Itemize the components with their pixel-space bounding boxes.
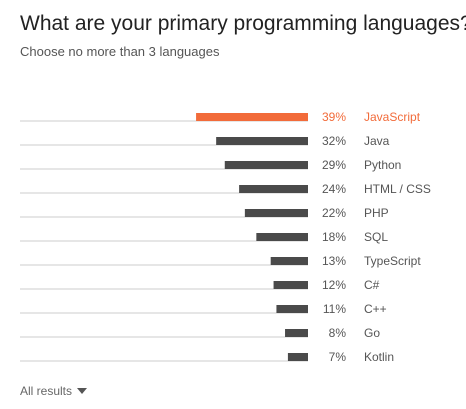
chart-row: 8% Go (20, 326, 380, 340)
value-label: 13% (322, 254, 346, 268)
chart-row: 22% PHP (20, 206, 389, 220)
category-label: SQL (364, 230, 388, 244)
value-label: 12% (322, 278, 346, 292)
chart-row: 7% Kotlin (20, 350, 394, 364)
category-label: Kotlin (364, 350, 394, 364)
bar (216, 137, 308, 145)
bar (271, 257, 308, 265)
value-label: 7% (329, 350, 347, 364)
category-label: JavaScript (364, 110, 421, 124)
value-label: 32% (322, 134, 346, 148)
bar (285, 329, 308, 337)
bar (276, 305, 308, 313)
category-label: TypeScript (364, 254, 421, 268)
bar (288, 353, 308, 361)
chart-row: 13% TypeScript (20, 254, 421, 268)
chart-row: 39% JavaScript (20, 110, 421, 124)
category-label: HTML / CSS (364, 182, 431, 196)
caret-down-icon (77, 388, 87, 394)
chart-row: 12% C# (20, 278, 380, 292)
value-label: 18% (322, 230, 346, 244)
bar (274, 281, 308, 289)
value-label: 11% (323, 302, 346, 316)
category-label: Java (364, 134, 390, 148)
bar (256, 233, 308, 241)
bar (196, 113, 308, 121)
value-label: 8% (329, 326, 347, 340)
value-label: 29% (322, 158, 346, 172)
chart-row: 11% C++ (20, 302, 387, 316)
category-label: Python (364, 158, 401, 172)
category-label: C# (364, 278, 380, 292)
chart-row: 24% HTML / CSS (20, 182, 431, 196)
all-results-button[interactable]: All results (20, 384, 87, 398)
bar (245, 209, 308, 217)
chart-row: 29% Python (20, 158, 401, 172)
value-label: 24% (322, 182, 346, 196)
chart-row: 32% Java (20, 134, 390, 148)
bar (225, 161, 308, 169)
bar-chart: 39% JavaScript 32% Java 29% Python 24% HTML / C… (0, 0, 466, 380)
value-label: 22% (322, 206, 346, 220)
chart-row: 18% SQL (20, 230, 388, 244)
value-label: 39% (322, 110, 346, 124)
bar (239, 185, 308, 193)
category-label: C++ (364, 302, 387, 316)
category-label: Go (364, 326, 380, 340)
all-results-label: All results (20, 384, 72, 398)
category-label: PHP (364, 206, 389, 220)
